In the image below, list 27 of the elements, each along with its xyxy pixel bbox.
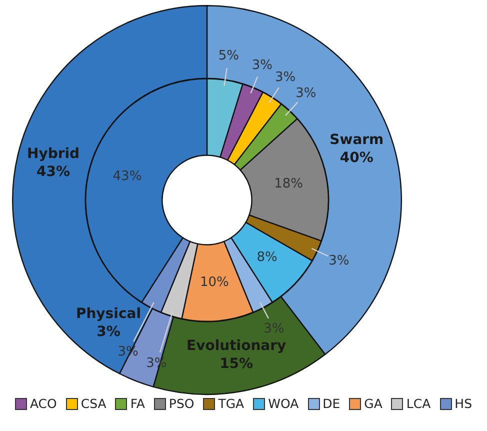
data-label: 15% bbox=[220, 356, 254, 372]
legend-label: LCA bbox=[406, 396, 431, 411]
legend-label: GA bbox=[364, 396, 382, 411]
legend-label: PSO bbox=[168, 396, 194, 411]
legend-label: ACO bbox=[30, 396, 57, 411]
legend-label: DE bbox=[322, 396, 340, 411]
data-label: 40% bbox=[340, 150, 374, 166]
data-label: 43% bbox=[36, 164, 70, 180]
data-label: 3% bbox=[274, 70, 296, 85]
data-label: 3% bbox=[252, 58, 272, 73]
data-label: 3% bbox=[296, 86, 316, 101]
data-label: 3% bbox=[328, 253, 350, 268]
slice-label: Hybrid bbox=[26, 146, 80, 162]
data-label: 10% bbox=[200, 275, 229, 290]
data-label: 3% bbox=[96, 324, 120, 340]
data-label: 43% bbox=[112, 169, 142, 184]
slice-label: Evolutionary bbox=[186, 338, 286, 354]
slice-label: Physical bbox=[76, 306, 141, 322]
data-label: 18% bbox=[274, 176, 303, 192]
data-label: 5% bbox=[218, 48, 239, 64]
legend-label: HS bbox=[454, 396, 472, 411]
legend-label: FA bbox=[130, 396, 145, 411]
data-label: 8% bbox=[256, 250, 278, 265]
legend-label: TGA bbox=[218, 396, 244, 411]
legend-label: CSA bbox=[80, 396, 106, 411]
legend-label: WOA bbox=[268, 396, 299, 411]
slice-label: Swarm bbox=[330, 132, 384, 148]
